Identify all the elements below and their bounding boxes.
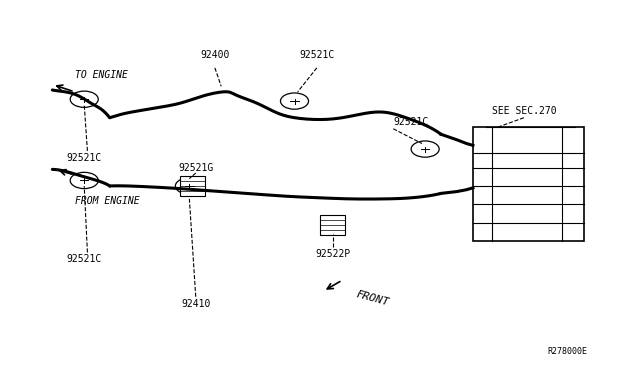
Text: 92521C: 92521C — [394, 117, 429, 127]
Text: 92521C: 92521C — [67, 254, 102, 264]
Bar — [320, 215, 346, 235]
Text: 92521C: 92521C — [67, 153, 102, 163]
Bar — [180, 176, 205, 196]
Text: 92400: 92400 — [200, 51, 230, 61]
Text: 92521C: 92521C — [299, 51, 335, 61]
Text: 92410: 92410 — [181, 299, 211, 309]
Text: R278000E: R278000E — [548, 347, 588, 356]
FancyBboxPatch shape — [473, 127, 584, 241]
Text: 92522P: 92522P — [315, 249, 350, 259]
Text: FROM ENGINE: FROM ENGINE — [75, 196, 140, 206]
Text: 92521G: 92521G — [178, 163, 213, 173]
Text: FRONT: FRONT — [355, 289, 390, 308]
Text: SEE SEC.270: SEE SEC.270 — [492, 106, 556, 116]
Text: TO ENGINE: TO ENGINE — [75, 70, 127, 80]
